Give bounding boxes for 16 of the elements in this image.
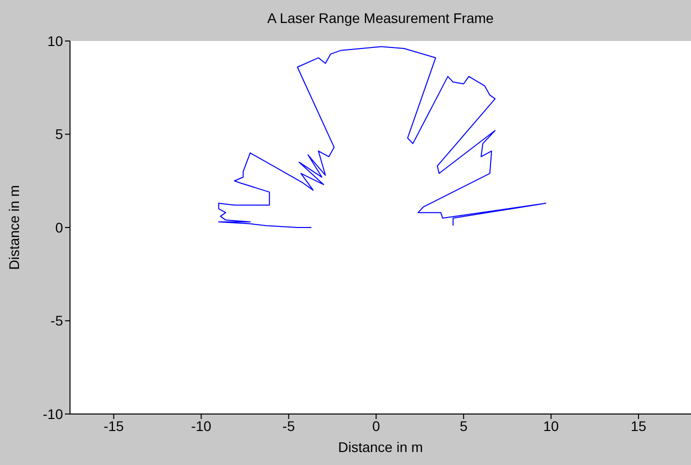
x-tick-label: 0 [372,418,380,434]
x-axis-title: Distance in m [338,439,423,455]
x-tick-label: 5 [460,418,468,434]
x-tick-label: 15 [630,418,647,434]
y-tick-label: -10 [42,406,64,422]
line-series [218,46,546,228]
y-tick-label: 0 [55,219,64,236]
chart-title: A Laser Range Measurement Frame [266,10,495,26]
x-tick-label: -15 [104,418,124,434]
x-tick-label: -10 [191,418,212,434]
y-axis-title: Distance in m [6,185,22,270]
x-tick-label: -5 [282,418,296,434]
x-tick-label: 10 [543,418,560,434]
y-tick-label: 10 [47,32,64,49]
y-tick-label: 5 [55,126,64,142]
y-tick-label: -5 [50,312,64,329]
